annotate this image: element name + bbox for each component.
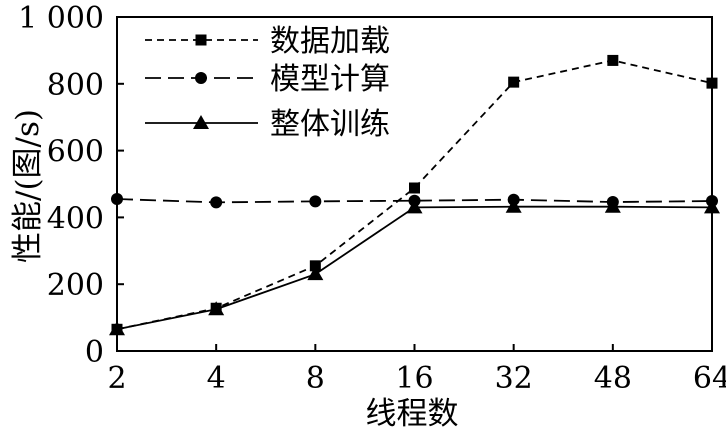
data-point — [307, 266, 324, 281]
data-point — [309, 260, 321, 272]
data-point — [409, 182, 420, 194]
y-tick-label: 0 — [85, 335, 104, 370]
data-point — [505, 198, 522, 213]
y-tick-label: 1 000 — [18, 1, 104, 36]
x-tick-label: 64 — [693, 361, 726, 396]
data-point — [208, 301, 225, 316]
series-line — [116, 205, 713, 331]
x-tick-label: 2 — [107, 361, 126, 396]
legend-item: 整体训练 — [145, 107, 390, 142]
data-point — [704, 199, 720, 214]
x-tick-label: 8 — [306, 361, 325, 396]
legend-label: 整体训练 — [270, 107, 390, 142]
x-tick-label: 16 — [395, 361, 433, 396]
legend-label: 模型计算 — [270, 62, 390, 97]
data-point — [109, 321, 125, 336]
data-point — [604, 198, 621, 213]
data-point — [508, 76, 520, 88]
data-point — [309, 195, 322, 208]
data-point — [607, 54, 619, 66]
x-tick-label: 32 — [495, 361, 533, 396]
legend-marker — [195, 72, 207, 84]
data-point — [210, 196, 223, 209]
data-point — [406, 199, 423, 214]
y-tick-label: 600 — [47, 135, 104, 170]
legend-item: 模型计算 — [145, 62, 390, 97]
series-triangle — [109, 198, 720, 336]
data-point — [706, 77, 718, 89]
y-tick-label: 200 — [47, 268, 104, 303]
x-tick-label: 48 — [594, 361, 632, 396]
x-tick-label: 4 — [207, 361, 226, 396]
y-tick-label: 400 — [47, 201, 104, 236]
legend-marker — [193, 115, 209, 129]
legend-marker — [195, 34, 207, 46]
legend-item: 数据加载 — [145, 24, 390, 59]
x-axis-title: 线程数 — [366, 396, 459, 432]
y-axis-title: 性能/(图/s) — [10, 109, 46, 263]
data-point — [111, 193, 123, 206]
legend-label: 数据加载 — [270, 24, 390, 59]
y-tick-label: 800 — [47, 68, 104, 103]
